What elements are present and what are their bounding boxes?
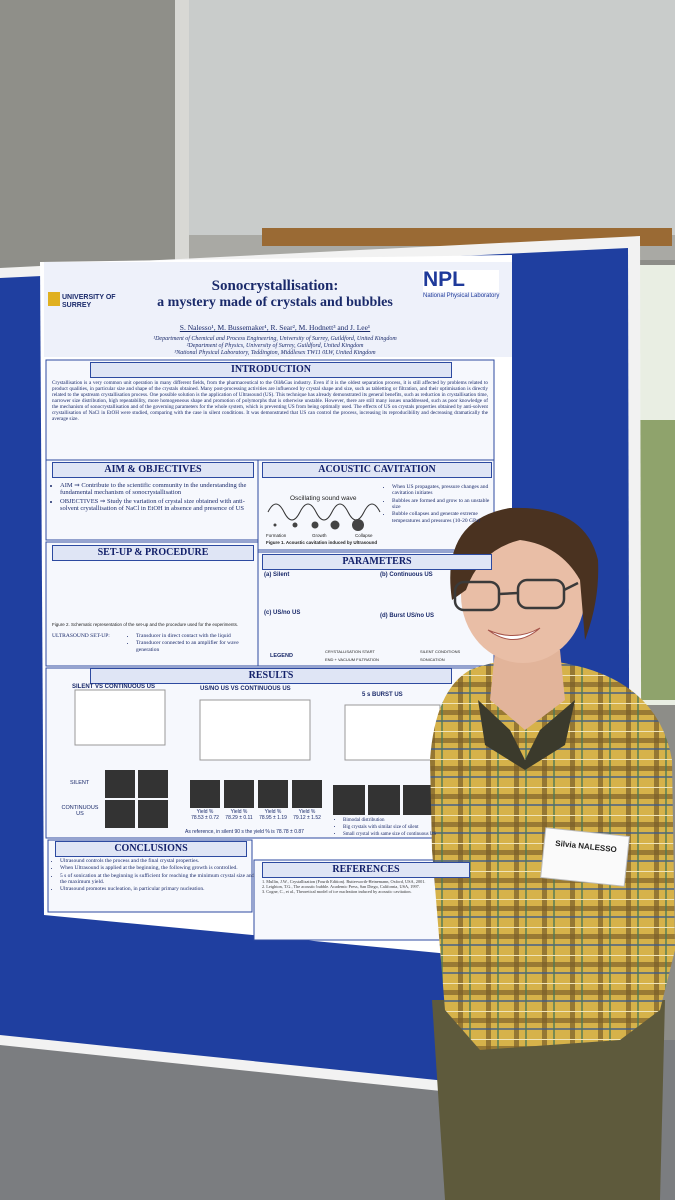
cavitation-item: Bubbles are formed and grow to an unstab…	[392, 498, 498, 511]
yield: Yield % 78.53 ± 0.72	[191, 809, 219, 821]
aim-list: AIM ⇒ Contribute to the scientific commu…	[52, 482, 260, 514]
results-list: Bimodal distribution Big crystals with s…	[335, 818, 443, 838]
charts	[74, 689, 441, 761]
pillar	[175, 0, 189, 260]
affiliations: ¹Department of Chemical and Process Engi…	[95, 336, 455, 357]
poster-subtitle: a mystery made of crystals and bubbles	[157, 295, 393, 310]
reference: 1. Mullin, J.W., Crystallization (Fourth…	[262, 879, 426, 884]
affiliation: ¹Department of Chemical and Process Engi…	[153, 336, 397, 342]
logo-right: NPL	[423, 268, 465, 291]
neck	[490, 650, 565, 730]
parameter-case: (b) Continuous US	[380, 572, 433, 578]
npl-logo-bg	[423, 270, 499, 292]
results-item: Big crystals with similar size of silent	[343, 825, 443, 831]
section-heading: SET-UP & PROCEDURE	[52, 545, 254, 561]
logo-right-sub: National Physical Laboratory	[423, 293, 500, 299]
aim-item: AIM ⇒ Contribute to the scientific commu…	[60, 482, 260, 497]
section-heading: ACOUSTIC CAVITATION	[262, 462, 492, 478]
stage-label: Collapse	[355, 533, 373, 538]
references-list: 1. Mullin, J.W., Crystallization (Fourth…	[262, 879, 427, 895]
legend-item: CRYSTALLISATION START	[325, 649, 375, 654]
yield: Yield % 78.95 ± 1.19	[259, 809, 287, 821]
parameter-case: (d) Burst US/no US	[380, 613, 434, 619]
cavitation-item: Bubble collapses and generate extreme te…	[392, 511, 498, 524]
section-heading: RESULTS	[90, 668, 452, 684]
poster-title: Sonocrystallisation:	[211, 278, 339, 294]
results-item: Small crystal with same size of continuo…	[343, 832, 443, 838]
intro-text: Crystallisation is a very common unit op…	[52, 380, 488, 422]
figure-caption: Figure 2. Schematic representation of th…	[52, 622, 239, 627]
results-panel: US/NO US VS CONTINUOUS US	[200, 686, 291, 692]
yield: Yield % 79.12 ± 1.52	[293, 809, 321, 821]
cavitation-list: When US propagates, pressure changes and…	[384, 484, 498, 525]
setup-box	[45, 541, 259, 667]
stage-label: Growth	[312, 533, 327, 538]
hair	[450, 507, 599, 640]
section-heading: AIM & OBJECTIVES	[52, 462, 254, 478]
results-row: SILENT	[70, 780, 90, 786]
section-heading: CONCLUSIONS	[55, 841, 247, 857]
setup-item: Transducer connected to an amplifier for…	[136, 640, 256, 653]
yield-reference: As reference, in silent 90 s the yield %…	[185, 829, 304, 835]
bubbles	[273, 519, 364, 531]
section-heading: REFERENCES	[262, 862, 470, 878]
conclusions-list: Ultrasound controls the process and the …	[52, 858, 256, 894]
conclusion-item: 5 s of sonication at the beginning is su…	[60, 873, 256, 886]
micrographs	[105, 770, 433, 828]
conclusion-item: Ultrasound controls the process and the …	[60, 858, 256, 864]
wall-panel	[189, 0, 675, 235]
surrey-stag	[48, 292, 60, 306]
conclusion-item: When Ultrasound is applied at the beginn…	[60, 865, 256, 871]
collar	[478, 700, 575, 770]
parameter-case: (a) Silent	[264, 572, 290, 578]
conclusion-item: Ultrasound promotes nucleation, in parti…	[60, 886, 256, 892]
results-panel: 5 s BURST US	[362, 692, 403, 698]
section-heading: PARAMETERS	[262, 554, 492, 570]
legend-item: SILENT CONDITIONS	[420, 649, 461, 654]
setup-label: ULTRASOUND SET-UP:	[52, 633, 110, 639]
name-badge	[540, 827, 630, 887]
face	[461, 527, 585, 663]
section-heading: INTRODUCTION	[90, 362, 452, 378]
logo-left: UNIVERSITY OF SURREY	[62, 294, 116, 310]
aim-item: OBJECTIVES ⇒ Study the variation of crys…	[60, 498, 260, 513]
sound-wave	[267, 503, 381, 521]
stage-label: Formation	[266, 533, 287, 538]
parameter-case: (c) US/no US	[264, 610, 301, 616]
wave-label: Oscillating sound wave	[290, 495, 357, 502]
setup-item: Transducer in direct contact with the li…	[136, 633, 256, 639]
authors: S. Nalesso¹, M. Bussemaker¹, R. Sear², M…	[179, 323, 371, 332]
results-panel: SILENT VS CONTINUOUS US	[72, 684, 156, 690]
results-row: CONTINUOUS US	[61, 805, 99, 818]
affiliation: ³National Physical Laboratory, Teddingto…	[174, 349, 376, 356]
smile	[487, 627, 541, 640]
legend-item: END + VACUUM FILTRATION	[325, 657, 379, 662]
cavitation-item: When US propagates, pressure changes and…	[392, 484, 498, 497]
concrete-wall	[0, 0, 175, 260]
affiliation: ²Department of Physics, University of Su…	[186, 342, 364, 349]
glasses	[453, 578, 579, 612]
reference: 3. Cogne, C., et al., Theoretical model …	[262, 888, 412, 894]
figure-caption: Figure 1. Acoustic cavitation induced by…	[266, 540, 378, 545]
setup-list: Transducer in direct contact with the li…	[128, 633, 256, 654]
legend-item: SONICATION	[420, 657, 445, 662]
yield: Yield % 78.29 ± 0.11	[225, 809, 253, 821]
results-item: Bimodal distribution	[343, 818, 443, 824]
pants	[432, 1000, 665, 1200]
reference: 2. Leighton, T.G., The acoustic bubble. …	[262, 883, 420, 889]
legend-title: LEGEND	[270, 653, 293, 659]
